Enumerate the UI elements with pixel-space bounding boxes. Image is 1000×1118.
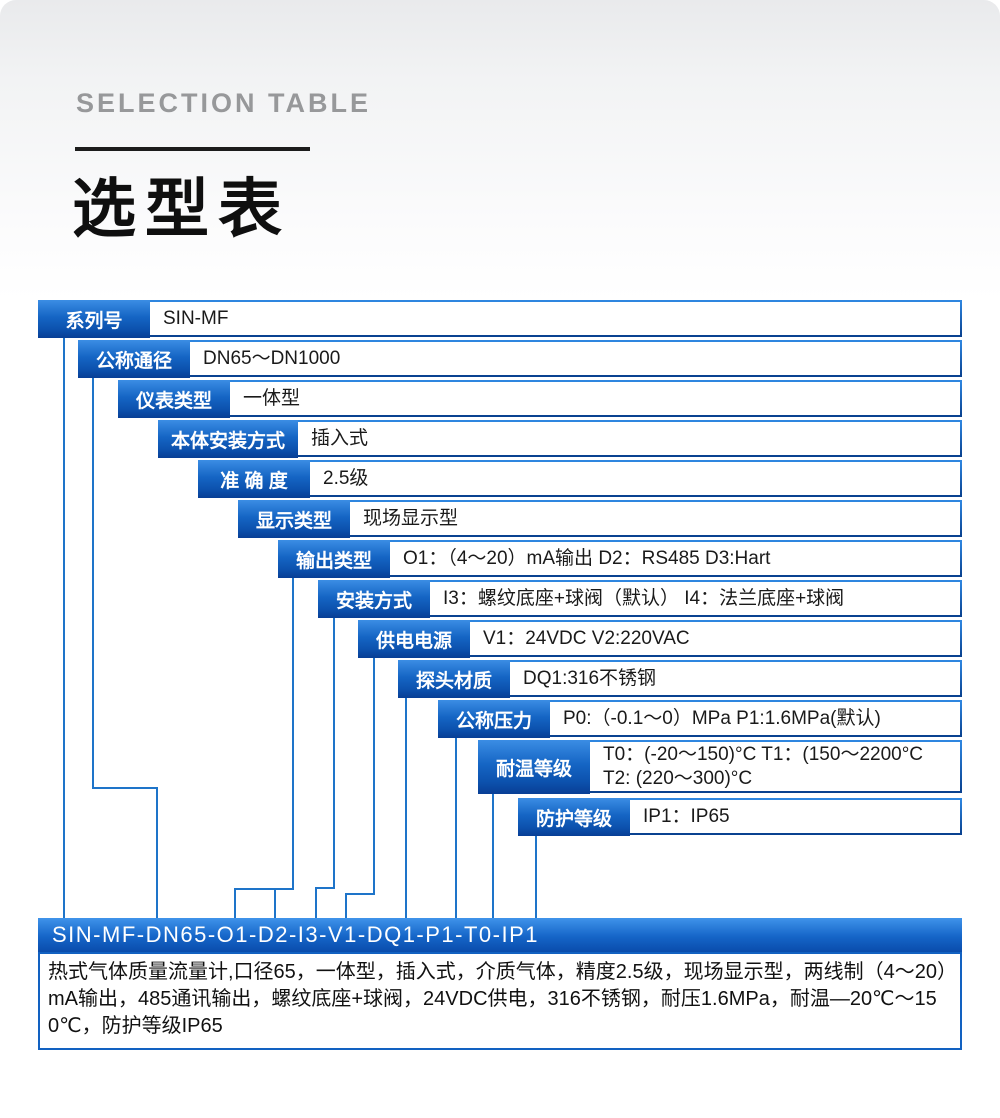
section-eyebrow: SELECTION TABLE xyxy=(76,88,372,118)
row-label: 耐温等级 xyxy=(478,740,590,794)
selection-row: 仪表类型 一体型 xyxy=(118,380,962,418)
row-value: T0：(-20～150)°C T1：(150～2200°C T2: (220～30… xyxy=(603,743,924,789)
row-value: I3：螺纹底座+球阀（默认） I4：法兰底座+球阀 xyxy=(443,587,845,609)
row-label: 防护等级 xyxy=(518,798,630,836)
row-value: 插入式 xyxy=(311,427,369,449)
selection-row: 输出类型 O1：（4～20）mA输出 D2：RS485 D3:Hart xyxy=(278,540,962,578)
selection-row: 显示类型 现场显示型 xyxy=(238,500,962,538)
selection-row: 供电电源 V1：24VDC V2:220VAC xyxy=(358,620,962,658)
selection-row: 防护等级 IP1：IP65 xyxy=(518,798,962,836)
selection-row: 探头材质 DQ1:316不锈钢 xyxy=(398,660,962,698)
row-label: 公称通径 xyxy=(78,340,190,378)
row-label: 探头材质 xyxy=(398,660,510,698)
row-value: V1：24VDC V2:220VAC xyxy=(483,627,690,649)
selection-row: 公称通径 DN65～DN1000 xyxy=(78,340,962,378)
selection-row: 安装方式 I3：螺纹底座+球阀（默认） I4：法兰底座+球阀 xyxy=(318,580,962,618)
row-label: 准 确 度 xyxy=(198,460,310,498)
page-title: 选型表 xyxy=(72,173,291,245)
row-value: 一体型 xyxy=(243,387,301,409)
row-label: 输出类型 xyxy=(278,540,390,578)
row-label: 系列号 xyxy=(38,300,150,338)
selection-row: 本体安装方式 插入式 xyxy=(158,420,962,458)
selection-row: 耐温等级 T0：(-20～150)°C T1：(150～2200°C T2: (22… xyxy=(478,740,962,794)
row-value: IP1：IP65 xyxy=(643,805,730,827)
selection-row: 系列号 SIN-MF xyxy=(38,300,962,338)
row-value: 现场显示型 xyxy=(363,507,459,529)
model-code: SIN-MF-DN65-O1-D2-I3-V1-DQ1-P1-T0-IP1 xyxy=(52,922,540,947)
row-label: 供电电源 xyxy=(358,620,470,658)
model-description: 热式气体质量流量计,口径65，一体型，插入式，介质气体，精度2.5级，现场显示型… xyxy=(38,952,962,1050)
row-value: DN65～DN1000 xyxy=(203,347,341,369)
row-label: 本体安装方式 xyxy=(158,420,298,458)
row-value: SIN-MF xyxy=(163,307,229,329)
title-divider xyxy=(75,147,310,151)
selection-row: 准 确 度 2.5级 xyxy=(198,460,962,498)
row-value: 2.5级 xyxy=(323,467,369,489)
row-label: 仪表类型 xyxy=(118,380,230,418)
row-value: DQ1:316不锈钢 xyxy=(523,667,657,689)
model-code-bar: SIN-MF-DN65-O1-D2-I3-V1-DQ1-P1-T0-IP1 xyxy=(38,918,962,952)
selection-row: 公称压力 P0:（-0.1～0）MPa P1:1.6MPa(默认) xyxy=(438,700,962,738)
row-label: 显示类型 xyxy=(238,500,350,538)
row-value: P0:（-0.1～0）MPa P1:1.6MPa(默认) xyxy=(563,707,881,729)
row-value: O1：（4～20）mA输出 D2：RS485 D3:Hart xyxy=(403,547,771,569)
row-label: 安装方式 xyxy=(318,580,430,618)
row-label: 公称压力 xyxy=(438,700,550,738)
